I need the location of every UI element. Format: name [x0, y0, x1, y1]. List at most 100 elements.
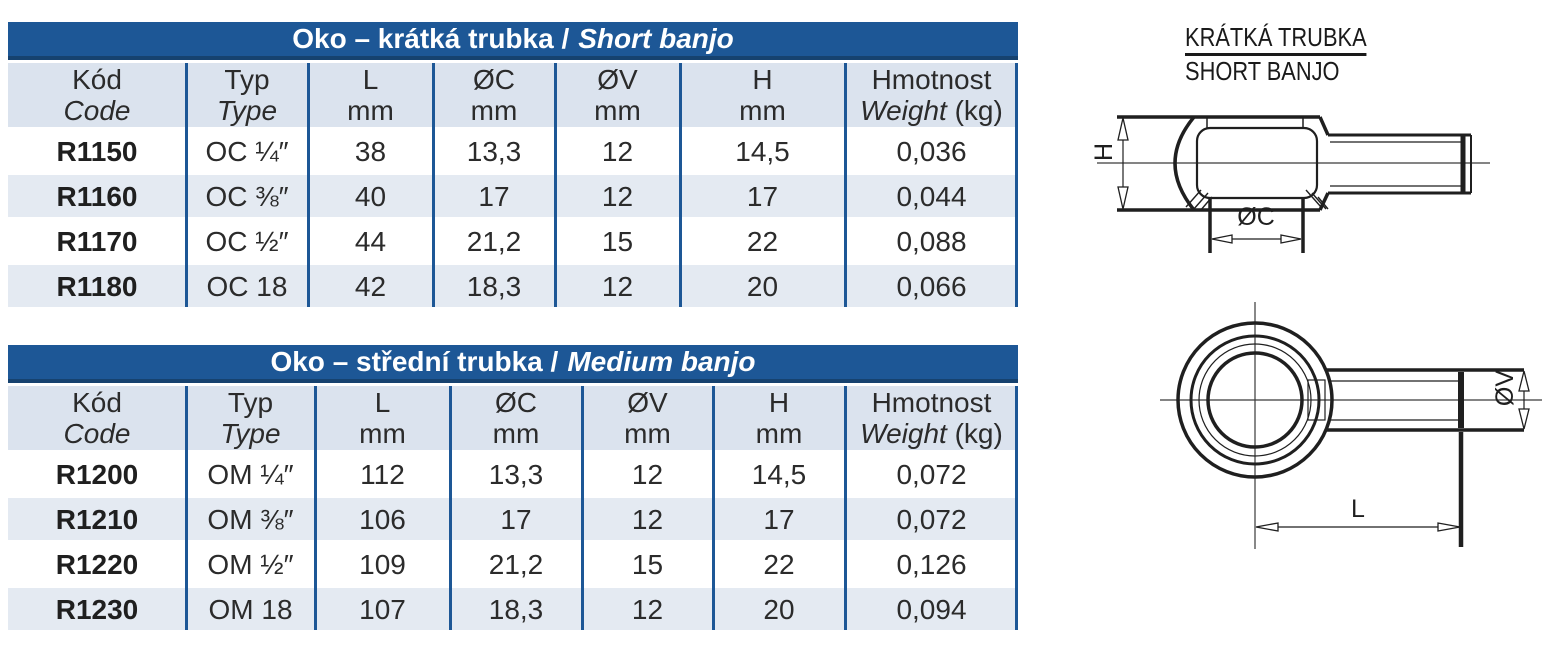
table-cell: 42	[308, 265, 433, 307]
code-cell: R1180	[8, 265, 186, 307]
table-cell: OM ½″	[186, 543, 315, 585]
column-header-cell: ØC mm	[450, 386, 582, 450]
header-bottom-label: Code	[64, 95, 131, 126]
table-cell: 14,5	[680, 130, 845, 172]
side-view-drawing: H ØC	[1090, 115, 1490, 253]
header-bottom-italic: Weight	[860, 95, 947, 126]
dim-label-h: H	[1090, 143, 1118, 161]
column-divider-line	[843, 63, 847, 307]
front-view-drawing: ØV L	[1160, 302, 1542, 549]
table-cell: 22	[680, 220, 845, 262]
header-bottom-regular: (kg)	[946, 95, 1003, 126]
table-title-cs: Oko – krátká trubka /	[292, 23, 570, 54]
header-bottom-regular: mm	[470, 95, 518, 126]
header-top-label: ØC	[473, 64, 515, 95]
hidden-edge-box	[1307, 379, 1326, 421]
table-cell: 21,2	[450, 543, 582, 585]
column-header-cell: Hmotnost Weight (kg)	[845, 386, 1018, 450]
header-top-label: ØV	[597, 64, 638, 95]
table-cell: 12	[555, 130, 680, 172]
header-top-label: ØV	[627, 387, 668, 418]
table-cell: 0,126	[845, 543, 1018, 585]
column-divider-line	[553, 63, 557, 307]
column-divider-line	[313, 386, 317, 630]
chamfer-hatching-left	[1185, 189, 1213, 212]
table-row: R1170 OC ½″ 44 21,2 15 22 0,088	[8, 220, 1018, 262]
table-title-bar: Oko – střední trubka / Medium banjo	[8, 345, 1018, 383]
table-cell: OM ⅜″	[186, 498, 315, 540]
table-cell: 15	[582, 543, 713, 585]
column-divider-line	[431, 63, 435, 307]
table-cell: 14,5	[713, 453, 845, 495]
header-top-label: Typ	[224, 64, 270, 95]
chamfer-top	[1318, 116, 1330, 136]
table-cell: OC ½″	[186, 220, 308, 262]
table-cell: OM 18	[186, 588, 315, 630]
table-cell: 13,3	[450, 453, 582, 495]
column-header-cell: Hmotnost Weight (kg)	[845, 63, 1018, 127]
eye-outer-circle	[1176, 321, 1334, 479]
table-cell: 18,3	[450, 588, 582, 630]
eye-thin-circle	[1198, 343, 1312, 457]
table-row: R1200 OM ¼″ 112 13,3 12 14,5 0,072	[8, 453, 1018, 495]
header-top-label: Kód	[72, 387, 122, 418]
technical-drawing: H ØC ØV	[1090, 115, 1542, 549]
header-bottom-label: mm	[493, 418, 540, 449]
table-cell: 0,044	[845, 175, 1018, 217]
table-row: R1150 OC ¼″ 38 13,3 12 14,5 0,036	[8, 130, 1018, 172]
header-bottom-label: mm	[594, 95, 641, 126]
table-cell: 0,036	[845, 130, 1018, 172]
catalog-table-medium-banjo: Oko – střední trubka / Medium banjo Kód C…	[8, 345, 1018, 633]
header-bottom-regular: mm	[594, 95, 641, 126]
header-bottom-label: mm	[739, 95, 786, 126]
column-divider-line	[1015, 386, 1018, 630]
table-cell: 12	[555, 265, 680, 307]
table-row: R1160 OC ⅜″ 40 17 12 17 0,044	[8, 175, 1018, 217]
eye-silhouette-arc	[1173, 115, 1196, 212]
header-top-label: L	[362, 64, 379, 95]
table-cell: 0,094	[845, 588, 1018, 630]
header-bottom-italic: Type	[220, 418, 281, 449]
eye-inner-outline	[1195, 126, 1319, 200]
eye-bore-circle	[1206, 351, 1304, 449]
column-header-cell: ØC mm	[433, 63, 555, 127]
column-header-cell: Typ Type	[186, 386, 315, 450]
header-top-label: ØC	[495, 387, 537, 418]
arrowhead-down	[1117, 186, 1129, 210]
header-bottom-regular: (kg)	[946, 418, 1003, 449]
header-top-label: Typ	[227, 387, 274, 418]
table-cell: 17	[713, 498, 845, 540]
table-cell: 21,2	[433, 220, 555, 262]
table-cell: 22	[713, 543, 845, 585]
eye-mid-circle	[1189, 334, 1321, 466]
header-bottom-label: Type	[220, 418, 280, 449]
arrowhead-right	[1437, 522, 1461, 532]
table-cell: 0,072	[845, 453, 1018, 495]
chamfer-hatching-right	[1305, 189, 1329, 210]
table-cell: OM ¼″	[186, 453, 315, 495]
header-bottom-label: mm	[624, 418, 671, 449]
drawing-title: KRÁTKÁ TRUBKA SHORT BANJO	[1185, 24, 1367, 85]
code-cell: R1210	[8, 498, 186, 540]
code-cell: R1200	[8, 453, 186, 495]
column-divider-line	[306, 63, 310, 307]
header-top-label: Kód	[72, 64, 122, 95]
arrowhead-left	[1211, 234, 1233, 244]
header-bottom-italic: Type	[216, 95, 278, 126]
table-cell: 106	[315, 498, 450, 540]
header-bottom-label: Code	[64, 418, 131, 449]
column-divider-line	[184, 386, 188, 630]
table-cell: OC ⅜″	[186, 175, 308, 217]
table-cell: 0,066	[845, 265, 1018, 307]
table-row: R1230 OM 18 107 18,3 12 20 0,094	[8, 588, 1018, 630]
table-cell: 38	[308, 130, 433, 172]
header-top-label: L	[374, 387, 391, 418]
header-bottom-italic: Code	[63, 418, 131, 449]
catalog-table-short-banjo: Oko – krátká trubka / Short banjo Kód Cod…	[8, 22, 1018, 310]
column-divider-line	[711, 386, 715, 630]
code-cell: R1220	[8, 543, 186, 585]
table-cell: 20	[713, 588, 845, 630]
